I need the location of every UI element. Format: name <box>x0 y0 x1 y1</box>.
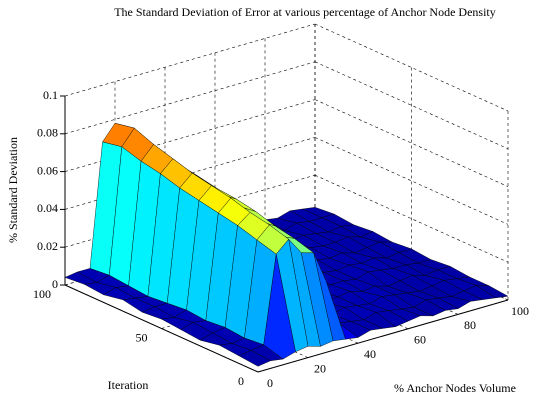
x-tick-label: 0 <box>267 376 273 390</box>
chart-title: The Standard Deviation of Error at vario… <box>114 5 496 19</box>
x-tick-label: 20 <box>314 361 326 375</box>
grid-line <box>314 99 509 187</box>
z-tick-label: 0.02 <box>37 239 58 253</box>
y-tick-label: 100 <box>33 287 51 301</box>
x-tick-label: 80 <box>464 318 476 332</box>
x-tick-label: 40 <box>364 347 376 361</box>
y-tick-label: 50 <box>136 330 148 344</box>
y-axis-label: Iteration <box>108 378 149 392</box>
z-axis-label: % Standard Deviation <box>6 137 20 243</box>
x-tick-label: 100 <box>511 304 529 318</box>
grid-line <box>64 61 316 135</box>
grid-line <box>64 23 316 97</box>
grid-line <box>314 137 509 225</box>
x-tick-label: 60 <box>414 333 426 347</box>
z-tick-label: 0.06 <box>37 163 58 177</box>
x-axis-label: % Anchor Nodes Volume <box>394 381 516 395</box>
y-tick-label: 0 <box>238 374 244 388</box>
z-tick-label: 0 <box>52 277 58 291</box>
surface-patch <box>238 350 271 367</box>
grid-line <box>314 61 509 150</box>
z-tick-label: 0.1 <box>43 88 58 102</box>
grid-line <box>314 23 509 112</box>
z-tick-label: 0.04 <box>37 201 58 215</box>
axis-line <box>64 284 259 373</box>
z-tick-label: 0.08 <box>37 126 58 140</box>
axis-line <box>257 299 509 373</box>
grid-line <box>314 174 509 263</box>
